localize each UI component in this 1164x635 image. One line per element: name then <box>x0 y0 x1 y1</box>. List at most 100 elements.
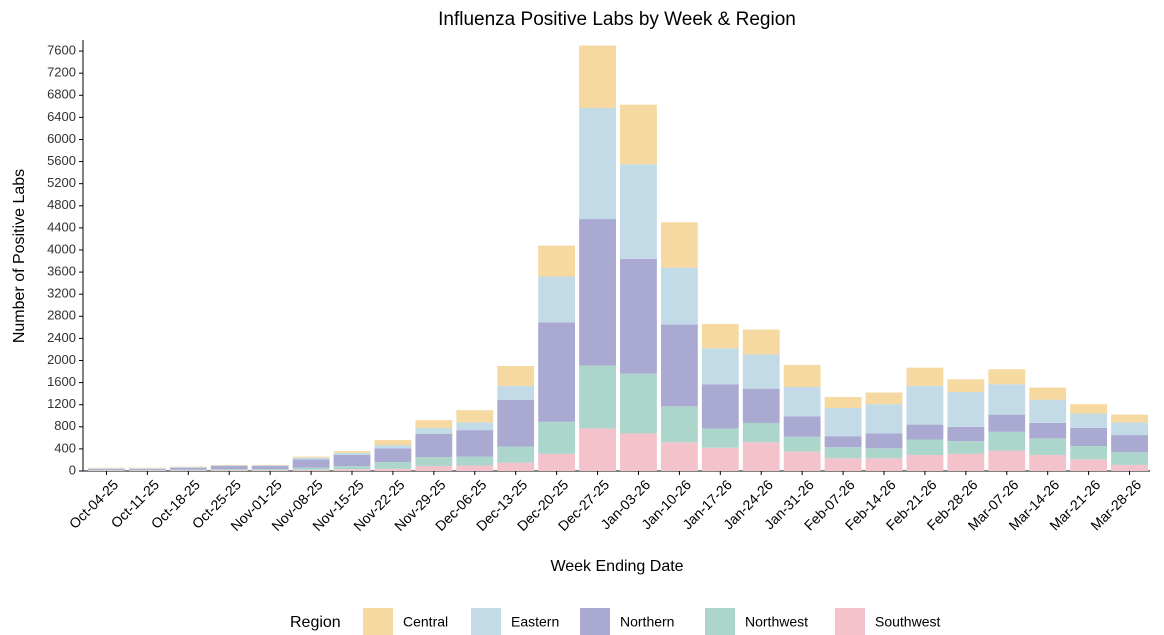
bar-segment <box>456 410 494 423</box>
y-tick-label: 0 <box>69 462 76 477</box>
bar-segment <box>579 45 616 108</box>
bar-segment <box>742 442 780 471</box>
bar-segment <box>701 324 739 349</box>
y-tick-label: 4400 <box>47 219 76 234</box>
bar-segment <box>497 446 535 463</box>
bar-segment <box>88 467 125 469</box>
bar-segment <box>333 466 371 470</box>
y-tick-label: 4800 <box>47 197 76 212</box>
bar-segment <box>742 388 780 423</box>
bar-segment <box>783 451 821 471</box>
bar-segment <box>210 465 248 467</box>
legend-label: Northwest <box>745 614 808 630</box>
bar-segment <box>701 384 739 429</box>
bar-segment <box>1111 422 1148 436</box>
bar-segment <box>88 469 125 471</box>
bar-segment <box>579 107 616 220</box>
bar-segment <box>824 396 862 409</box>
y-tick-label: 7600 <box>47 42 76 57</box>
y-axis-title: Number of Positive Labs <box>11 169 28 343</box>
bar-segment <box>947 441 985 454</box>
y-tick-label: 800 <box>54 418 76 433</box>
bar-segment <box>88 470 125 471</box>
bar-segment <box>333 454 371 467</box>
bar-segment <box>906 367 944 386</box>
bar-segment <box>865 404 903 434</box>
bar-segment <box>292 459 330 468</box>
bar-segment <box>456 422 494 431</box>
legend-swatch <box>471 608 501 635</box>
bar-segment <box>374 462 412 469</box>
bar-segment <box>701 447 739 471</box>
legend-label: Northern <box>620 614 674 630</box>
bar-segment <box>660 406 698 443</box>
legend-swatch <box>705 608 735 635</box>
bar-segment <box>374 445 412 449</box>
legend-label: Central <box>403 614 448 630</box>
y-tick-label: 3600 <box>47 264 76 279</box>
y-tick-label: 3200 <box>47 286 76 301</box>
bar-segment <box>128 469 166 471</box>
legend-swatch <box>835 608 865 635</box>
y-tick-label: 2800 <box>47 308 76 323</box>
bar-segment <box>169 467 207 470</box>
bar-segment <box>947 391 985 427</box>
legend-label: Southwest <box>875 614 940 630</box>
y-tick-label: 4000 <box>47 241 76 256</box>
y-tick-label: 6800 <box>47 87 76 102</box>
bar-segment <box>538 322 576 422</box>
bar-segment <box>1029 438 1067 455</box>
bar-segment <box>538 276 576 323</box>
bar-segment <box>947 426 985 442</box>
bar-segment <box>1029 387 1067 400</box>
bar-segment <box>497 462 535 471</box>
legend-title: Region <box>290 614 341 631</box>
bar-segment <box>783 416 821 437</box>
bar-segment <box>783 436 821 452</box>
bar-segment <box>579 428 616 471</box>
bar-segment <box>620 104 657 165</box>
y-tick-label: 1200 <box>47 396 76 411</box>
bar-segment <box>497 399 535 447</box>
bar-segment <box>620 433 657 471</box>
bar-segment <box>824 408 862 437</box>
bar-segment <box>333 452 371 455</box>
bar-segment <box>1070 446 1108 460</box>
bar-segment <box>538 421 576 454</box>
y-tick-label: 6400 <box>47 109 76 124</box>
bar-segment <box>660 222 698 268</box>
bar-segment <box>415 466 453 471</box>
bar-segment <box>988 431 1026 451</box>
bar-segment <box>456 465 494 471</box>
bar-segment <box>251 469 289 471</box>
bar-segment <box>169 470 207 471</box>
bar-segment <box>538 453 576 471</box>
bar-segment <box>988 414 1026 432</box>
bar-segment <box>906 454 944 471</box>
y-tick-label: 5200 <box>47 175 76 190</box>
bar-segment <box>128 468 166 469</box>
bar-segment <box>210 470 248 471</box>
x-axis-title: Week Ending Date <box>550 558 683 575</box>
bar-segment <box>210 466 248 470</box>
bar-segment <box>988 369 1026 385</box>
bar-segment <box>415 433 453 458</box>
bar-segment <box>865 448 903 459</box>
bar-segment <box>88 468 125 470</box>
bar-segment <box>701 348 739 385</box>
bar-segment <box>783 387 821 417</box>
bar-segment <box>742 329 780 355</box>
bar-segment <box>824 447 862 459</box>
bar-segment <box>251 470 289 471</box>
legend-swatch <box>363 608 393 635</box>
bar-segment <box>1111 464 1148 471</box>
bar-segment <box>1070 413 1108 428</box>
bar-segment <box>251 465 289 467</box>
bar-segment <box>620 373 657 434</box>
bar-segment <box>701 428 739 448</box>
bar-segment <box>906 385 944 425</box>
bar-segment <box>88 468 125 469</box>
y-tick-label: 2400 <box>47 330 76 345</box>
bar-segment <box>292 469 330 471</box>
